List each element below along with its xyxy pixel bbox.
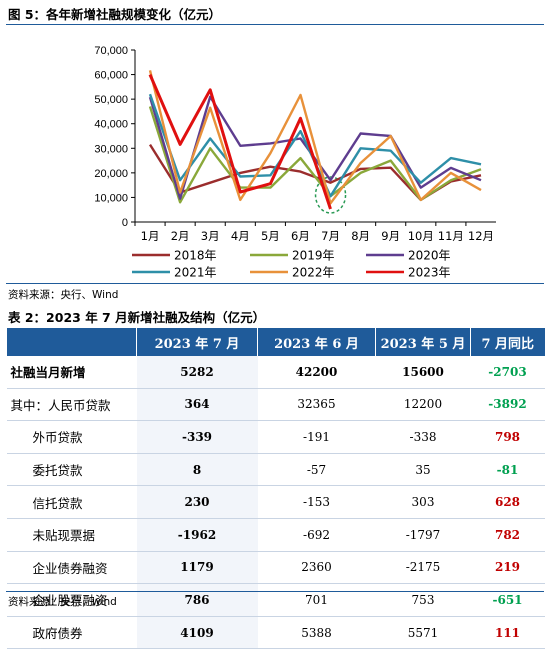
cell-value: 1179 <box>136 551 258 585</box>
x-tick-label: 5月 <box>261 229 280 243</box>
x-tick-label: 12月 <box>468 229 494 243</box>
x-tick-label: 7月 <box>321 229 340 243</box>
caption-rule <box>6 24 544 25</box>
x-tick-label: 1月 <box>141 229 160 243</box>
cell-value: -692 <box>257 518 376 552</box>
cell-value: -338 <box>375 420 471 454</box>
x-tick-label: 8月 <box>351 229 370 243</box>
legend-label: 2018年 <box>174 249 217 263</box>
figure-source: 资料来源：央行、Wind <box>8 289 119 301</box>
table-header-row: 2023 年 7 月 2023 年 6 月 2023 年 5 月 7 月同比 <box>6 328 545 356</box>
x-tick-label: 2月 <box>171 229 190 243</box>
cell-value: -153 <box>257 485 376 519</box>
legend-label: 2019年 <box>292 249 335 263</box>
cell-value: 753 <box>375 583 471 617</box>
table-row: 其中：人民币贷款 364 32365 12200 -3892 <box>6 388 545 422</box>
cell-value: 2360 <box>257 551 376 585</box>
cell-value: -2703 <box>470 356 545 389</box>
cell-value: 111 <box>470 616 545 649</box>
y-tick-label: 20,000 <box>94 168 128 180</box>
cell-value: -3892 <box>470 388 545 422</box>
cell-value: 32365 <box>257 388 376 422</box>
cell-value: 701 <box>257 583 376 617</box>
table-row: 企业股票融资 786 701 753 -651 <box>6 583 545 617</box>
cell-value: -191 <box>257 420 376 454</box>
y-tick-label: 10,000 <box>94 192 128 204</box>
legend-label: 2020年 <box>408 249 451 263</box>
x-tick-label: 9月 <box>381 229 400 243</box>
y-tick-label: 0 <box>122 217 128 229</box>
cell-value: -651 <box>470 583 545 617</box>
x-tick-label: 10月 <box>408 229 434 243</box>
cell-value: 42200 <box>257 356 376 389</box>
source-rule <box>6 283 544 284</box>
table-row: 信托贷款 230 -153 303 628 <box>6 485 545 519</box>
header-jul: 2023 年 7 月 <box>136 328 258 356</box>
cell-value: -1962 <box>136 518 258 552</box>
cell-value: 5571 <box>375 616 471 649</box>
row-label: 未贴现票据 <box>6 518 137 552</box>
legend-label: 2021年 <box>174 266 217 280</box>
cell-value: 5388 <box>257 616 376 649</box>
line-chart: 0 10,000 20,000 30,000 40,000 50,000 60,000 70,… <box>94 45 496 280</box>
cell-value: 4109 <box>136 616 258 649</box>
cell-value: 782 <box>470 518 545 552</box>
series-line-2022年 <box>148 70 482 205</box>
header-may: 2023 年 5 月 <box>375 328 471 356</box>
table-source: 资料来源：央行，wind <box>8 596 117 608</box>
x-tick-label: 11月 <box>438 229 464 243</box>
x-tick-label: 3月 <box>201 229 220 243</box>
cell-value: -57 <box>257 453 376 487</box>
figure-caption: 图 5：各年新增社融规模变化（亿元） <box>8 7 222 22</box>
table-row: 未贴现票据 -1962 -692 -1797 782 <box>6 518 545 552</box>
cell-value: 15600 <box>375 356 471 389</box>
table-row: 企业债券融资 1179 2360 -2175 219 <box>6 551 545 585</box>
row-label: 企业股票融资 <box>6 583 137 617</box>
table-row: 外币贷款 -339 -191 -338 798 <box>6 420 545 454</box>
cell-value: 303 <box>375 485 471 519</box>
legend-label: 2023年 <box>408 266 451 280</box>
series-line-2023年 <box>148 74 332 210</box>
row-label: 信托贷款 <box>6 485 137 519</box>
y-tick-label: 30,000 <box>94 143 128 155</box>
table-caption: 表 2：2023 年 7 月新增社融及结构（亿元） <box>8 310 266 325</box>
table-row: 委托贷款 8 -57 35 -81 <box>6 453 545 487</box>
legend-label: 2022年 <box>292 266 335 280</box>
y-tick-label: 40,000 <box>94 119 128 131</box>
cell-value: -1797 <box>375 518 471 552</box>
table-bottom-rule <box>6 591 544 592</box>
table-row: 社融当月新增 5282 42200 15600 -2703 <box>6 356 545 389</box>
table-row: 政府债券 4109 5388 5571 111 <box>6 616 545 649</box>
x-tick-label: 6月 <box>291 229 310 243</box>
cell-value: 219 <box>470 551 545 585</box>
cell-value: 8 <box>136 453 258 487</box>
cell-value: -2175 <box>375 551 471 585</box>
header-yoy: 7 月同比 <box>470 328 545 356</box>
cell-value: 628 <box>470 485 545 519</box>
row-label: 其中：人民币贷款 <box>6 388 137 422</box>
cell-value: 5282 <box>136 356 258 389</box>
row-label: 社融当月新增 <box>6 356 137 389</box>
cell-value: 12200 <box>375 388 471 422</box>
header-jun: 2023 年 6 月 <box>257 328 376 356</box>
row-label: 外币贷款 <box>6 420 137 454</box>
header-label <box>6 328 137 356</box>
row-label: 委托贷款 <box>6 453 137 487</box>
cell-value: -339 <box>136 420 258 454</box>
cell-value: 786 <box>136 583 258 617</box>
x-tick-label: 4月 <box>231 229 250 243</box>
row-label: 企业债券融资 <box>6 551 137 585</box>
cell-value: 364 <box>136 388 258 422</box>
cell-value: 35 <box>375 453 471 487</box>
y-tick-label: 60,000 <box>94 70 128 82</box>
y-tick-label: 70,000 <box>94 45 128 57</box>
row-label: 政府债券 <box>6 616 137 649</box>
y-tick-label: 50,000 <box>94 94 128 106</box>
cell-value: 798 <box>470 420 545 454</box>
highlight-ellipse <box>314 176 347 214</box>
cell-value: 230 <box>136 485 258 519</box>
cell-value: -81 <box>470 453 545 487</box>
